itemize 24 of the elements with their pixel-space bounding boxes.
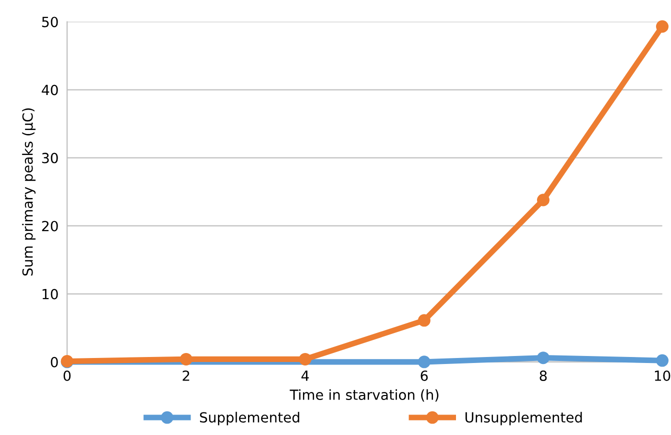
point: [656, 354, 669, 367]
y-tick-label: 40: [42, 84, 58, 96]
point: [418, 314, 430, 327]
point: [536, 194, 550, 206]
x-tick-label: 8: [540, 370, 547, 382]
point: [656, 20, 669, 33]
legend-label: Unsupplemented: [466, 412, 582, 426]
point: [298, 352, 312, 366]
x-tick-label: 0: [64, 370, 71, 382]
x-axis-title: Time in starvation (h): [290, 389, 438, 402]
y-tick-label: 50: [42, 16, 58, 28]
x-tick-label: 10: [654, 370, 670, 382]
point: [536, 352, 550, 364]
y-tick-label: 0: [50, 356, 58, 368]
legend-label: Supplemented: [200, 412, 300, 426]
x-tick-label: 2: [182, 370, 190, 381]
y-tick-label: 30: [42, 152, 58, 164]
point: [418, 356, 430, 368]
x-tick-label: 6: [420, 370, 428, 382]
x-tick-label: 4: [301, 370, 309, 381]
y-axis-title: Sum primary peaks (µC): [22, 108, 36, 276]
point: [180, 352, 192, 366]
y-tick-label: 20: [42, 220, 58, 232]
y-tick-label: 10: [42, 288, 58, 300]
